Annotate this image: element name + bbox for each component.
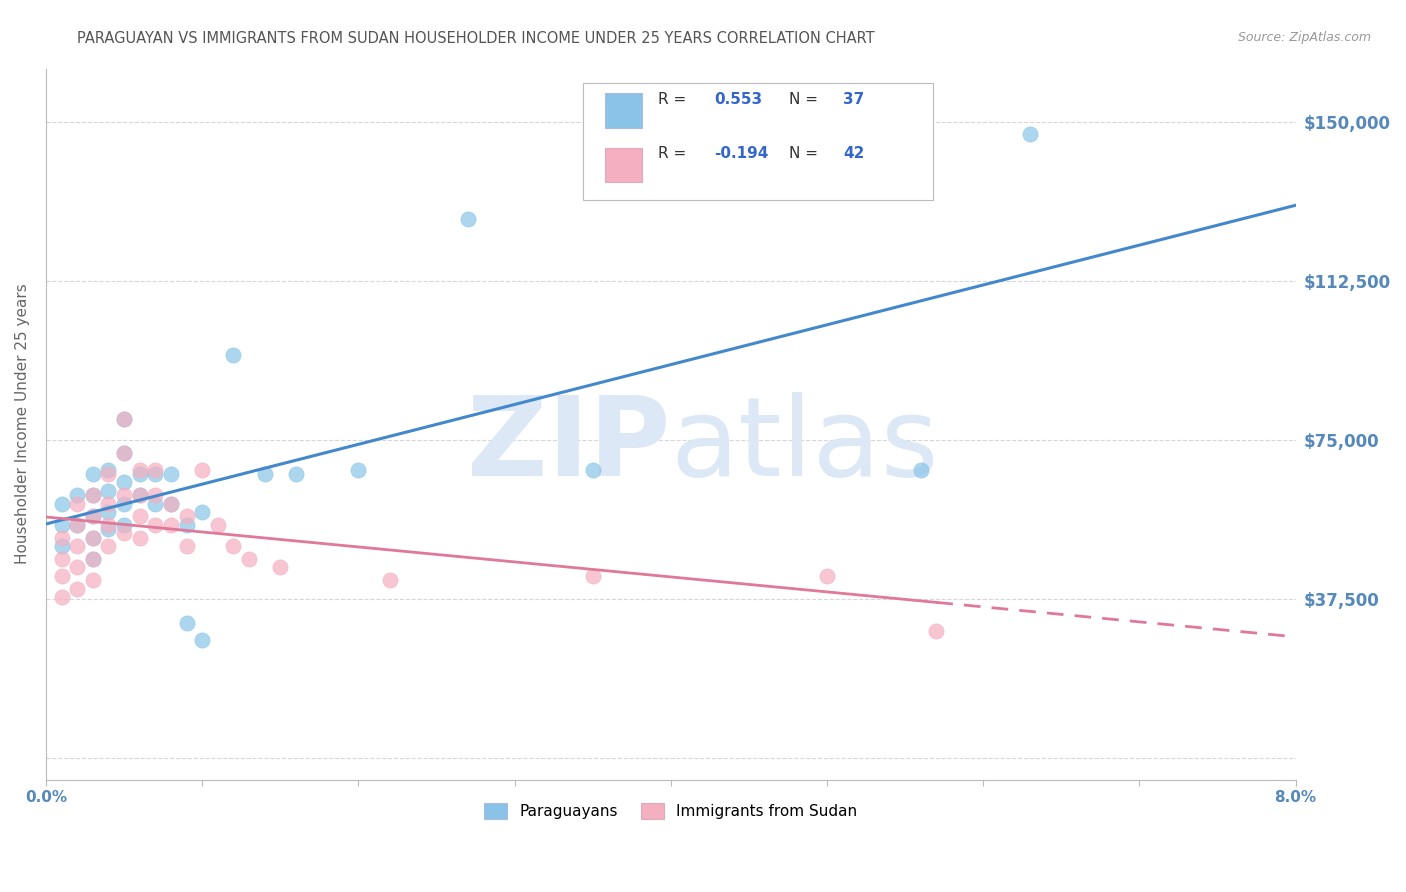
Point xyxy=(191,632,214,647)
Point xyxy=(82,552,104,566)
Y-axis label: Householder Income Under 25 years: Householder Income Under 25 years xyxy=(15,284,30,565)
Text: PARAGUAYAN VS IMMIGRANTS FROM SUDAN HOUSEHOLDER INCOME UNDER 25 YEARS CORRELATIO: PARAGUAYAN VS IMMIGRANTS FROM SUDAN HOUS… xyxy=(77,31,875,46)
Point xyxy=(66,539,89,553)
Point xyxy=(222,348,245,362)
Point xyxy=(51,531,73,545)
Text: 42: 42 xyxy=(844,146,865,161)
Point xyxy=(143,517,166,532)
Point xyxy=(112,526,135,541)
Point xyxy=(582,569,605,583)
Point xyxy=(207,517,229,532)
Point xyxy=(910,463,932,477)
FancyBboxPatch shape xyxy=(583,83,934,200)
Point xyxy=(815,569,838,583)
Text: 37: 37 xyxy=(844,92,865,107)
FancyBboxPatch shape xyxy=(605,94,643,128)
Point xyxy=(97,463,120,477)
Text: N =: N = xyxy=(789,92,824,107)
FancyBboxPatch shape xyxy=(605,148,643,182)
Point xyxy=(176,539,198,553)
Point xyxy=(160,497,183,511)
Point xyxy=(112,497,135,511)
Text: R =: R = xyxy=(658,92,692,107)
Point xyxy=(128,531,150,545)
Point xyxy=(112,517,135,532)
Point xyxy=(112,411,135,425)
Point xyxy=(82,509,104,524)
Point xyxy=(112,475,135,490)
Point xyxy=(51,590,73,604)
Point xyxy=(128,488,150,502)
Point xyxy=(82,488,104,502)
Point xyxy=(66,517,89,532)
Point xyxy=(457,212,479,227)
Point xyxy=(51,517,73,532)
Point xyxy=(253,467,276,481)
Point xyxy=(97,539,120,553)
Point xyxy=(1019,128,1042,142)
Point xyxy=(582,463,605,477)
Point xyxy=(82,531,104,545)
Point xyxy=(112,446,135,460)
Legend: Paraguayans, Immigrants from Sudan: Paraguayans, Immigrants from Sudan xyxy=(478,797,863,825)
Point xyxy=(191,463,214,477)
Point xyxy=(82,531,104,545)
Point xyxy=(97,497,120,511)
Point xyxy=(82,488,104,502)
Point xyxy=(143,497,166,511)
Text: 0.553: 0.553 xyxy=(714,92,762,107)
Point xyxy=(82,509,104,524)
Point xyxy=(112,411,135,425)
Point xyxy=(66,497,89,511)
Point xyxy=(97,522,120,536)
Point xyxy=(97,467,120,481)
Point xyxy=(82,467,104,481)
Point xyxy=(128,463,150,477)
Point xyxy=(51,497,73,511)
Text: R =: R = xyxy=(658,146,692,161)
Point xyxy=(143,463,166,477)
Point xyxy=(51,539,73,553)
Text: -0.194: -0.194 xyxy=(714,146,769,161)
Point xyxy=(143,488,166,502)
Point xyxy=(176,517,198,532)
Point xyxy=(97,517,120,532)
Point xyxy=(97,483,120,498)
Point xyxy=(269,560,291,574)
Point xyxy=(97,505,120,519)
Point xyxy=(51,552,73,566)
Text: ZIP: ZIP xyxy=(467,392,671,499)
Point xyxy=(66,582,89,596)
Point xyxy=(82,552,104,566)
Point xyxy=(128,467,150,481)
Point xyxy=(82,573,104,587)
Point xyxy=(378,573,401,587)
Point xyxy=(176,615,198,630)
Point xyxy=(160,497,183,511)
Point xyxy=(66,488,89,502)
Point xyxy=(66,517,89,532)
Point xyxy=(143,467,166,481)
Point xyxy=(112,446,135,460)
Point xyxy=(160,517,183,532)
Point xyxy=(176,509,198,524)
Point xyxy=(238,552,260,566)
Point xyxy=(112,488,135,502)
Point xyxy=(66,560,89,574)
Point xyxy=(160,467,183,481)
Text: Source: ZipAtlas.com: Source: ZipAtlas.com xyxy=(1237,31,1371,45)
Point xyxy=(128,488,150,502)
Text: N =: N = xyxy=(789,146,824,161)
Point xyxy=(347,463,370,477)
Point xyxy=(191,505,214,519)
Text: atlas: atlas xyxy=(671,392,939,499)
Point xyxy=(222,539,245,553)
Point xyxy=(51,569,73,583)
Point xyxy=(284,467,307,481)
Point xyxy=(925,624,948,638)
Point xyxy=(128,509,150,524)
